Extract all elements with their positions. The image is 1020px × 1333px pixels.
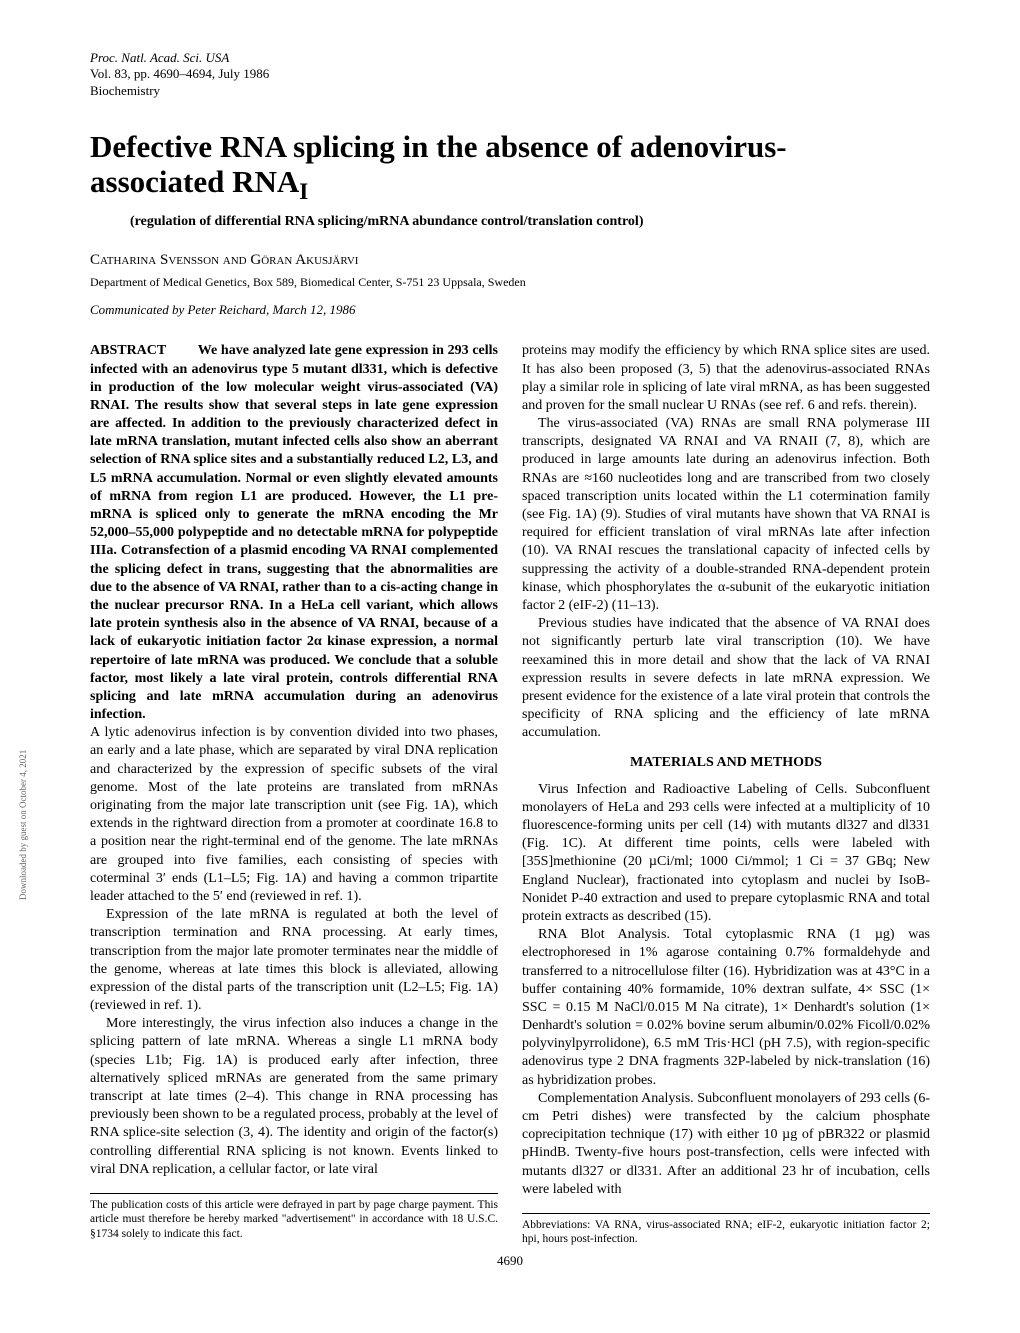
body-para: More interestingly, the virus infection … — [90, 1015, 498, 1179]
authors: Catharina Svensson and Göran Akusjärvi — [90, 252, 930, 269]
communicated-by: Communicated by Peter Reichard, March 12… — [90, 302, 930, 318]
footnote-rule — [522, 1213, 930, 1214]
article-subtitle: (regulation of differential RNA splicing… — [130, 214, 930, 230]
section-name: Biochemistry — [90, 83, 930, 99]
abbreviations-footnote: Abbreviations: VA RNA, virus-associated … — [522, 1218, 930, 1247]
footnote-rule — [90, 1193, 498, 1194]
body-para: A lytic adenovirus infection is by conve… — [90, 724, 498, 906]
methods-para: RNA Blot Analysis. Total cytoplasmic RNA… — [522, 926, 930, 1090]
left-column: ABSTRACT We have analyzed late gene expr… — [90, 342, 498, 1246]
abstract: ABSTRACT We have analyzed late gene expr… — [90, 342, 498, 724]
download-note: Downloaded by guest on October 4, 2021 — [18, 750, 28, 900]
article-title: Defective RNA splicing in the absence of… — [90, 129, 930, 207]
body-para: Expression of the late mRNA is regulated… — [90, 906, 498, 1015]
title-subscript: I — [299, 180, 308, 206]
methods-para: Virus Infection and Radioactive Labeling… — [522, 781, 930, 927]
title-line1: Defective RNA splicing in the absence of… — [90, 129, 787, 164]
body-para: The virus-associated (VA) RNAs are small… — [522, 415, 930, 615]
publication-footnote: The publication costs of this article we… — [90, 1198, 498, 1241]
body-para: Previous studies have indicated that the… — [522, 615, 930, 742]
abstract-label: ABSTRACT — [90, 343, 166, 358]
affiliation: Department of Medical Genetics, Box 589,… — [90, 275, 930, 290]
right-column: proteins may modify the efficiency by wh… — [522, 342, 930, 1246]
two-column-layout: ABSTRACT We have analyzed late gene expr… — [90, 342, 930, 1246]
methods-para: Complementation Analysis. Subconfluent m… — [522, 1090, 930, 1199]
abstract-text: We have analyzed late gene expression in… — [90, 343, 498, 722]
journal-header: Proc. Natl. Acad. Sci. USA Vol. 83, pp. … — [90, 50, 930, 99]
section-heading: MATERIALS AND METHODS — [522, 754, 930, 772]
body-para: proteins may modify the efficiency by wh… — [522, 342, 930, 415]
page-number: 4690 — [90, 1253, 930, 1269]
volume-info: Vol. 83, pp. 4690–4694, July 1986 — [90, 66, 930, 82]
title-line2: associated RNA — [90, 164, 299, 199]
page: Downloaded by guest on October 4, 2021 P… — [0, 0, 1020, 1309]
journal-name: Proc. Natl. Acad. Sci. USA — [90, 50, 930, 66]
